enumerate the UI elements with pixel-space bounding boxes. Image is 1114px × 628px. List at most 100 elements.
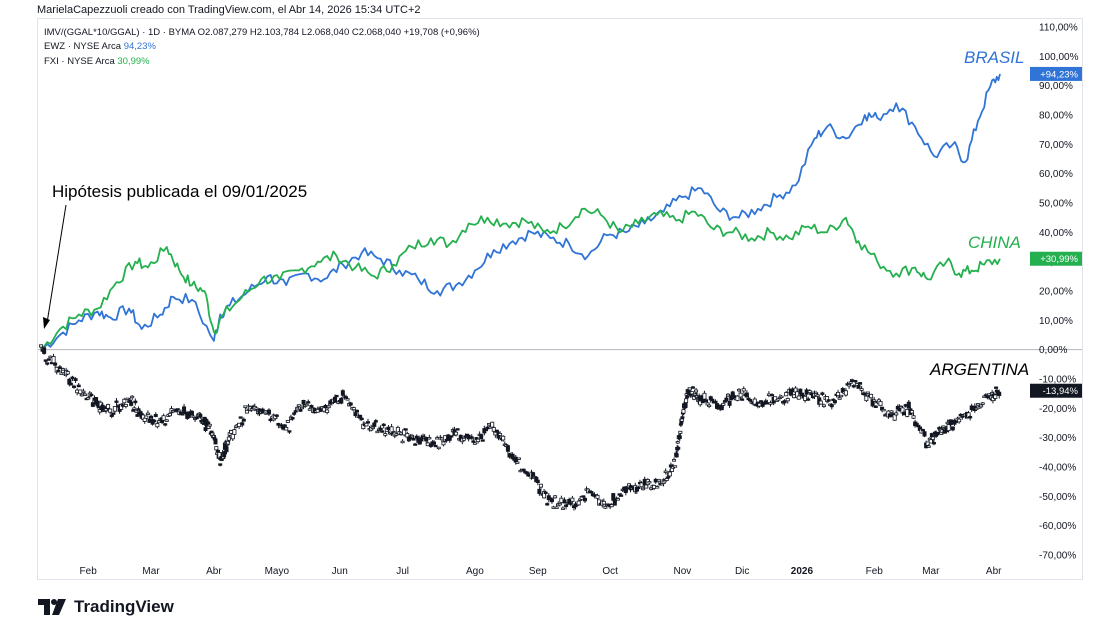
argentina-candle-body bbox=[89, 393, 94, 397]
argentina-candle-body bbox=[582, 497, 587, 502]
argentina-candle-body bbox=[439, 437, 444, 441]
argentina-candle-body bbox=[684, 398, 689, 404]
argentina-candle-body bbox=[856, 384, 861, 389]
argentina-candle-body bbox=[704, 399, 709, 402]
argentina-candle-body bbox=[226, 440, 231, 445]
y-tick-label: -50,00% bbox=[1039, 492, 1076, 503]
argentina-candle-body bbox=[676, 446, 681, 450]
argentina-candle-body bbox=[768, 402, 773, 405]
argentina-candle-body bbox=[61, 368, 66, 371]
argentina-candle-body bbox=[968, 416, 973, 419]
argentina-candle-body bbox=[296, 404, 301, 407]
argentina-candle-body bbox=[726, 393, 731, 397]
argentina-candle-body bbox=[123, 403, 128, 407]
argentina-candle-body bbox=[274, 414, 279, 417]
y-tick-label: 0,00% bbox=[1039, 345, 1067, 356]
argentina-candle-body bbox=[979, 404, 984, 408]
argentina-candle-body bbox=[721, 402, 726, 406]
y-tick-label: 10,00% bbox=[1039, 316, 1073, 327]
argentina-candle-body bbox=[106, 404, 111, 409]
argentina-candle-body bbox=[568, 502, 573, 505]
chart-area[interactable]: 110,00% 100,00% 90,00% 80,00% 70,00% 60,00% 50… bbox=[37, 18, 1083, 580]
argentina-candle-body bbox=[191, 415, 196, 418]
argentina-candle-body bbox=[678, 430, 683, 434]
legend-fxi[interactable]: FXI · NYSE Arca 30,99% bbox=[44, 56, 150, 67]
argentina-candle-body bbox=[551, 506, 556, 509]
argentina-candle-body bbox=[564, 504, 569, 507]
argentina-candle-body bbox=[993, 394, 998, 399]
argentina-candle-body bbox=[836, 391, 841, 396]
argentina-candle-body bbox=[894, 412, 899, 416]
argentina-candle-body bbox=[381, 423, 386, 427]
argentina-candle-body bbox=[986, 393, 991, 396]
argentina-candle-body bbox=[435, 437, 440, 440]
argentina-candle-body bbox=[843, 390, 848, 396]
argentina-candle-body bbox=[902, 411, 907, 416]
argentina-candle-body bbox=[325, 409, 330, 413]
argentina-candle-body bbox=[144, 415, 149, 419]
argentina-candle-body bbox=[304, 403, 309, 407]
argentina-candle-body bbox=[145, 412, 150, 416]
argentina-candle-body bbox=[135, 414, 140, 417]
argentina-candle-body bbox=[403, 428, 408, 431]
argentina-candle-body bbox=[56, 369, 61, 373]
series-line-china bbox=[40, 207, 1001, 351]
chart-svg[interactable]: 110,00% 100,00% 90,00% 80,00% 70,00% 60,00% 50… bbox=[38, 19, 1084, 581]
argentina-candle-body bbox=[386, 426, 391, 431]
argentina-candle-body bbox=[683, 402, 688, 408]
argentina-candle-body bbox=[469, 436, 474, 439]
badge-argentina-bg bbox=[1030, 383, 1082, 398]
argentina-candle-body bbox=[449, 435, 454, 438]
argentina-candle-body bbox=[848, 381, 853, 384]
argentina-candle-body bbox=[156, 420, 161, 423]
argentina-candle-body bbox=[237, 422, 242, 428]
argentina-candle-body bbox=[240, 422, 245, 426]
argentina-candle-body bbox=[112, 406, 117, 412]
x-tick-label: Mayo bbox=[265, 566, 290, 577]
argentina-candle-body bbox=[677, 435, 682, 439]
argentina-candle-body bbox=[306, 401, 311, 404]
argentina-candle-body bbox=[930, 436, 935, 440]
tradingview-logo[interactable]: TradingView bbox=[38, 597, 174, 617]
tradingview-logo-icon bbox=[38, 599, 66, 615]
argentina-candle-body bbox=[405, 433, 410, 438]
x-tick-label: Abr bbox=[206, 566, 222, 577]
argentina-candle-body bbox=[359, 417, 364, 421]
label-argentina: ARGENTINA bbox=[930, 360, 1030, 379]
argentina-candle-body bbox=[226, 436, 231, 441]
legend-ewz[interactable]: EWZ · NYSE Arca 94,23% bbox=[44, 41, 156, 52]
argentina-candle-body bbox=[70, 376, 75, 380]
y-tick-label: 80,00% bbox=[1039, 111, 1073, 122]
argentina-candle-body bbox=[619, 494, 624, 497]
argentina-candle-body bbox=[479, 434, 484, 440]
argentina-candle-body bbox=[198, 413, 203, 418]
badge-china-bg bbox=[1030, 251, 1082, 266]
argentina-candle-body bbox=[411, 437, 416, 441]
argentina-candle-body bbox=[114, 400, 119, 403]
argentina-candle-body bbox=[727, 400, 732, 406]
argentina-candle-body bbox=[672, 459, 677, 462]
argentina-candle-body bbox=[920, 429, 925, 432]
argentina-candle-body bbox=[647, 481, 652, 484]
argentina-candle-body bbox=[45, 362, 50, 365]
x-tick-label: Mar bbox=[922, 566, 940, 577]
annotation-arrow-head bbox=[43, 317, 50, 329]
x-tick-label: Feb bbox=[80, 566, 98, 577]
argentina-candle-body bbox=[858, 382, 863, 385]
argentina-candle-body bbox=[865, 391, 870, 394]
label-china: CHINA bbox=[968, 233, 1021, 252]
argentina-candle-body bbox=[549, 498, 554, 503]
argentina-candle-body bbox=[796, 395, 801, 400]
x-tick-label: Sep bbox=[529, 566, 547, 577]
argentina-candle-body bbox=[595, 494, 600, 499]
argentina-candle-body bbox=[364, 422, 369, 427]
argentina-candle-body bbox=[690, 386, 695, 389]
argentina-candle-body bbox=[679, 418, 684, 422]
argentina-candle-body bbox=[689, 391, 694, 395]
argentina-candle-body bbox=[65, 371, 70, 375]
argentina-candle-body bbox=[292, 412, 297, 415]
argentina-candle-body bbox=[905, 408, 910, 417]
legend-fxi-name: FXI · NYSE Arca bbox=[44, 56, 115, 67]
argentina-candle-body bbox=[673, 465, 678, 468]
argentina-candle-body bbox=[570, 497, 575, 502]
